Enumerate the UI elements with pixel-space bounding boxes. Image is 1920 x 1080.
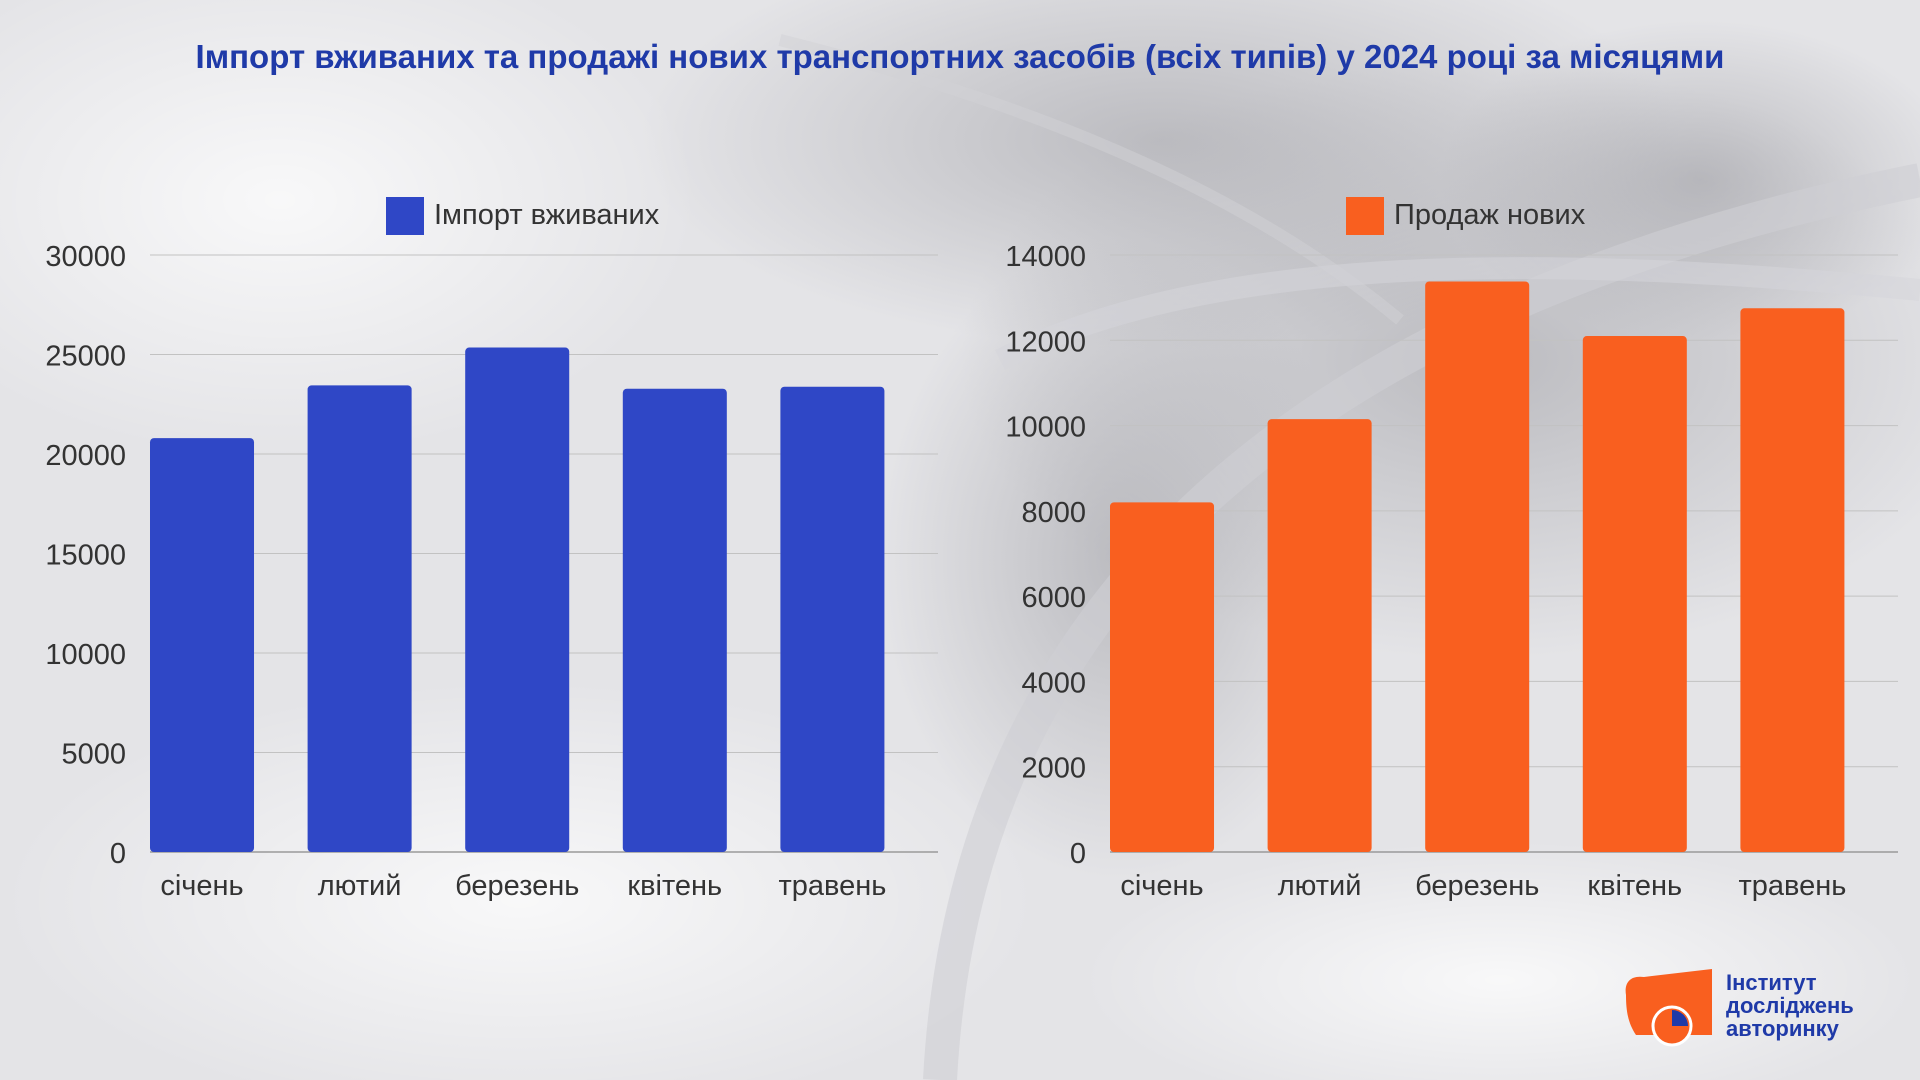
bar-chart-new-sales: Продаж нових 0 2000 4000 6000 8000 10000 12000 1…: [1005, 197, 1898, 902]
y-tick-label: 15000: [45, 540, 126, 572]
x-tick-label: травень: [1738, 870, 1846, 902]
x-tick-label: лютий: [1278, 870, 1362, 902]
y-tick-label: 20000: [45, 440, 126, 472]
bar: [1425, 281, 1530, 852]
x-tick-label: квітень: [627, 870, 722, 902]
bar-chart-used-import: Імпорт вживаних 0 5000 10000 15000 20000 25000…: [45, 197, 938, 902]
y-tick-label: 25000: [45, 341, 126, 373]
y-tick-label: 0: [1070, 838, 1086, 870]
x-tick-label: січень: [160, 870, 243, 902]
institute-logo: Інститут досліджень авторинку: [1622, 965, 1912, 1055]
legend-swatch: [1346, 197, 1384, 235]
bar: [780, 386, 885, 852]
page-title: Імпорт вживаних та продажі нових транспо…: [195, 38, 1725, 75]
chart-new-sales: Продаж нових 0 2000 4000 6000 8000 10000 12000 1…: [960, 180, 1920, 920]
legend-label: Імпорт вживаних: [434, 199, 660, 231]
logo-mark: [1625, 969, 1712, 1047]
legend: Продаж нових: [1346, 197, 1586, 235]
logo-line-2: досліджень: [1726, 993, 1854, 1018]
bar: [1267, 419, 1372, 852]
y-tick-label: 4000: [1021, 667, 1086, 699]
y-tick-label: 8000: [1021, 497, 1086, 529]
x-tick-label: травень: [778, 870, 886, 902]
x-tick-label: квітень: [1587, 870, 1682, 902]
logo-text: Інститут досліджень авторинку: [1726, 971, 1854, 1040]
y-tick-label: 12000: [1005, 326, 1086, 358]
y-tick-label: 14000: [1005, 241, 1086, 273]
y-tick-label: 30000: [45, 241, 126, 273]
legend-label: Продаж нових: [1394, 199, 1586, 231]
x-tick-label: лютий: [318, 870, 402, 902]
logo-line-3: авторинку: [1726, 1016, 1839, 1041]
bar: [150, 438, 255, 852]
y-tick-label: 10000: [1005, 412, 1086, 444]
y-tick-label: 2000: [1021, 753, 1086, 785]
bar: [1110, 502, 1215, 852]
bar: [307, 385, 412, 852]
x-tick-label: січень: [1120, 870, 1203, 902]
bar: [465, 347, 570, 852]
bar: [1740, 308, 1845, 852]
bar: [622, 388, 727, 852]
x-tick-label: березень: [1415, 870, 1539, 902]
legend-swatch: [386, 197, 424, 235]
y-tick-label: 6000: [1021, 582, 1086, 614]
y-tick-label: 0: [110, 838, 126, 870]
y-tick-label: 10000: [45, 639, 126, 671]
x-tick-label: березень: [455, 870, 579, 902]
chart-used-import: Імпорт вживаних 0 5000 10000 15000 20000 25000…: [0, 180, 960, 920]
y-tick-label: 5000: [61, 739, 126, 771]
logo-line-1: Інститут: [1726, 970, 1817, 995]
legend: Імпорт вживаних: [386, 197, 660, 235]
bar: [1582, 336, 1687, 852]
